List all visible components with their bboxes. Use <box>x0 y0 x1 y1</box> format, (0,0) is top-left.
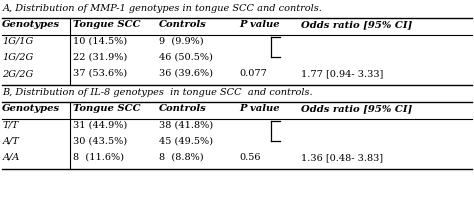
Text: A, Distribution of MMP-1 genotypes in tongue SCC and controls.: A, Distribution of MMP-1 genotypes in to… <box>2 4 322 13</box>
Text: 10 (14.5%): 10 (14.5%) <box>73 37 128 46</box>
Text: Genotypes: Genotypes <box>2 104 61 113</box>
Text: 45 (49.5%): 45 (49.5%) <box>159 136 213 145</box>
Text: Odds ratio [95% CI]: Odds ratio [95% CI] <box>301 104 412 113</box>
Text: 8  (8.8%): 8 (8.8%) <box>159 152 203 161</box>
Text: Controls: Controls <box>159 20 207 29</box>
Text: 22 (31.9%): 22 (31.9%) <box>73 53 128 62</box>
Text: T/T: T/T <box>2 120 18 129</box>
Text: 1.77 [0.94- 3.33]: 1.77 [0.94- 3.33] <box>301 69 383 78</box>
Text: 38 (41.8%): 38 (41.8%) <box>159 120 213 129</box>
Text: 8  (11.6%): 8 (11.6%) <box>73 152 125 161</box>
Text: Controls: Controls <box>159 104 207 113</box>
Text: P value: P value <box>239 104 280 113</box>
Text: 2G/2G: 2G/2G <box>2 69 34 78</box>
Text: 0.56: 0.56 <box>239 152 261 161</box>
Text: A/T: A/T <box>2 136 19 145</box>
Text: Genotypes: Genotypes <box>2 20 61 29</box>
Text: A/A: A/A <box>2 152 19 161</box>
Text: 37 (53.6%): 37 (53.6%) <box>73 69 128 78</box>
Text: 31 (44.9%): 31 (44.9%) <box>73 120 128 129</box>
Text: 36 (39.6%): 36 (39.6%) <box>159 69 213 78</box>
Text: Tongue SCC: Tongue SCC <box>73 104 141 113</box>
Text: 1.36 [0.48- 3.83]: 1.36 [0.48- 3.83] <box>301 152 383 161</box>
Text: 1G/1G: 1G/1G <box>2 37 34 46</box>
Text: 46 (50.5%): 46 (50.5%) <box>159 53 213 62</box>
Text: 1G/2G: 1G/2G <box>2 53 34 62</box>
Text: 0.077: 0.077 <box>239 69 267 78</box>
Text: 9  (9.9%): 9 (9.9%) <box>159 37 203 46</box>
Text: P value: P value <box>239 20 280 29</box>
Text: B, Distribution of IL-8 genotypes  in tongue SCC  and controls.: B, Distribution of IL-8 genotypes in ton… <box>2 87 313 96</box>
Text: 30 (43.5%): 30 (43.5%) <box>73 136 128 145</box>
Text: Tongue SCC: Tongue SCC <box>73 20 141 29</box>
Text: Odds ratio [95% CI]: Odds ratio [95% CI] <box>301 20 412 29</box>
